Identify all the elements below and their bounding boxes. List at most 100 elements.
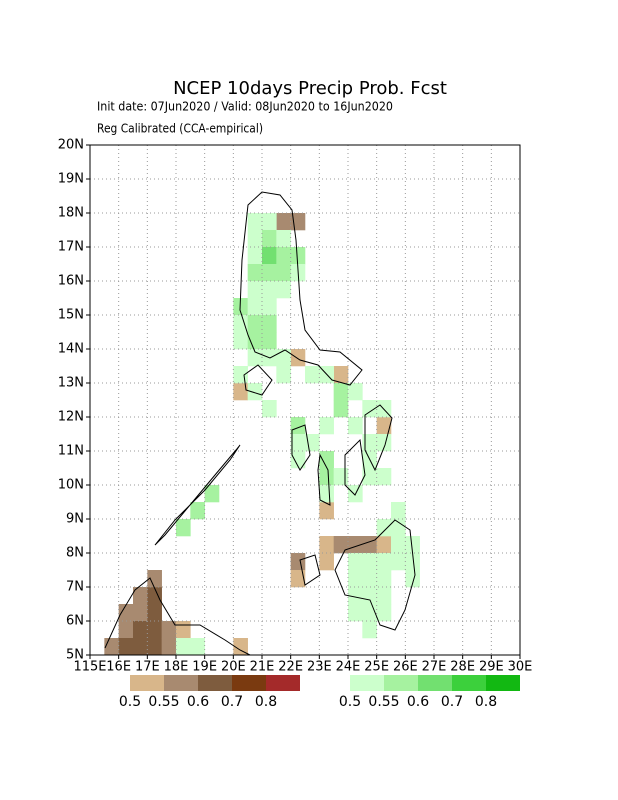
grid-cell xyxy=(276,247,291,265)
grid-cell xyxy=(376,604,392,622)
grid-cell xyxy=(247,281,263,299)
method: Reg Calibrated (CCA-empirical) xyxy=(97,121,263,136)
grid-cell xyxy=(376,519,392,537)
x-tick-label: 115E xyxy=(73,660,106,675)
grid-cell xyxy=(376,417,392,435)
grid-cell xyxy=(290,553,306,571)
grid-cell xyxy=(276,281,291,299)
grid-cell xyxy=(262,332,277,350)
grid-cell xyxy=(247,383,263,401)
grid-cell xyxy=(405,570,420,588)
grid-cell xyxy=(290,417,306,435)
grid-cell xyxy=(276,213,291,231)
grid-cell xyxy=(147,587,162,605)
grid-cell xyxy=(161,621,177,639)
grid-cell xyxy=(118,638,134,656)
x-tick-label: 23E xyxy=(307,660,332,675)
legend-label: 0.5 xyxy=(339,694,361,710)
grid-cell xyxy=(247,213,263,231)
grid-cell xyxy=(262,400,277,418)
x-tick-label: 29E xyxy=(479,660,504,675)
x-tick-label: 24E xyxy=(336,660,361,675)
legend-swatch xyxy=(384,675,418,691)
grid-cell xyxy=(290,434,306,452)
y-tick-label: 12N xyxy=(58,410,84,425)
grid-cell xyxy=(376,553,392,571)
grid xyxy=(90,145,520,655)
grid-cell xyxy=(391,502,406,520)
grid-cell xyxy=(319,553,334,571)
x-tick-label: 21E xyxy=(250,660,275,675)
grid-cell xyxy=(391,553,406,571)
y-tick-label: 11N xyxy=(58,444,84,459)
grid-cell xyxy=(362,434,377,452)
y-tick-label: 20N xyxy=(58,138,84,153)
grid-cell xyxy=(147,621,162,639)
grid-cell xyxy=(161,638,177,656)
y-tick-label: 13N xyxy=(58,376,84,391)
grid-cell xyxy=(104,638,119,656)
y-tick-label: 6N xyxy=(66,614,84,629)
legend-swatch xyxy=(418,675,452,691)
grid-cell xyxy=(333,383,349,401)
grid-cell xyxy=(391,536,406,554)
x-tick-label: 25E xyxy=(364,660,389,675)
grid-cell xyxy=(204,485,220,503)
grid-cell xyxy=(247,298,263,316)
y-tick-label: 5N xyxy=(66,648,84,663)
grid-cell xyxy=(290,247,306,265)
legend-swatch xyxy=(486,675,520,691)
y-tick-label: 16N xyxy=(58,274,84,289)
grid-cell xyxy=(176,638,191,656)
grid-cell xyxy=(376,536,392,554)
grid-cell xyxy=(133,638,148,656)
grid-cell xyxy=(319,468,334,486)
legend-swatch xyxy=(350,675,384,691)
legend-swatch xyxy=(452,675,486,691)
coastline xyxy=(104,191,416,656)
grid-cell xyxy=(262,230,277,248)
x-tick-label: 30E xyxy=(508,660,533,675)
grid-cell xyxy=(147,604,162,622)
grid-cell xyxy=(247,332,263,350)
grid-cell xyxy=(391,519,406,537)
legend-label: 0.6 xyxy=(407,694,429,710)
grid-cell xyxy=(233,332,248,350)
grid-cell xyxy=(247,247,263,265)
grid-cell xyxy=(405,536,420,554)
legend-label: 0.55 xyxy=(368,694,399,710)
grid-cell xyxy=(348,536,363,554)
grid-cell xyxy=(362,400,377,418)
grid-cell xyxy=(362,468,377,486)
grid-cell xyxy=(133,604,148,622)
axes: 115E 16E 17E 18E 19E 20E 21E 22E 23E 24E 25E 26E 27E… xyxy=(58,138,533,675)
x-tick-label: 18E xyxy=(164,660,189,675)
grid-cell xyxy=(147,570,162,588)
legend-label: 0.5 xyxy=(119,694,141,710)
grid-cell xyxy=(247,315,263,333)
grid-cell xyxy=(348,570,363,588)
legend-label: 0.7 xyxy=(221,694,243,710)
legend-swatch xyxy=(266,675,300,691)
grid-cell xyxy=(290,570,306,588)
grid-cell xyxy=(262,264,277,282)
legend-swatch xyxy=(232,675,266,691)
x-tick-label: 19E xyxy=(192,660,217,675)
frame xyxy=(89,144,521,656)
y-tick-label: 17N xyxy=(58,240,84,255)
grid-cell xyxy=(176,519,191,537)
y-tick-label: 15N xyxy=(58,308,84,323)
x-tick-label: 28E xyxy=(450,660,475,675)
grid-cell xyxy=(247,230,263,248)
grid-cell xyxy=(147,638,162,656)
grid-cell xyxy=(319,417,334,435)
grid-cell xyxy=(290,349,306,367)
x-tick-label: 22E xyxy=(278,660,303,675)
x-tick-label: 20E xyxy=(221,660,246,675)
grid-cell xyxy=(362,553,377,571)
grid-cell xyxy=(233,366,248,384)
y-tick-label: 19N xyxy=(58,172,84,187)
grid-cell xyxy=(362,536,377,554)
grid-cell xyxy=(262,298,277,316)
grid-cell xyxy=(133,587,148,605)
